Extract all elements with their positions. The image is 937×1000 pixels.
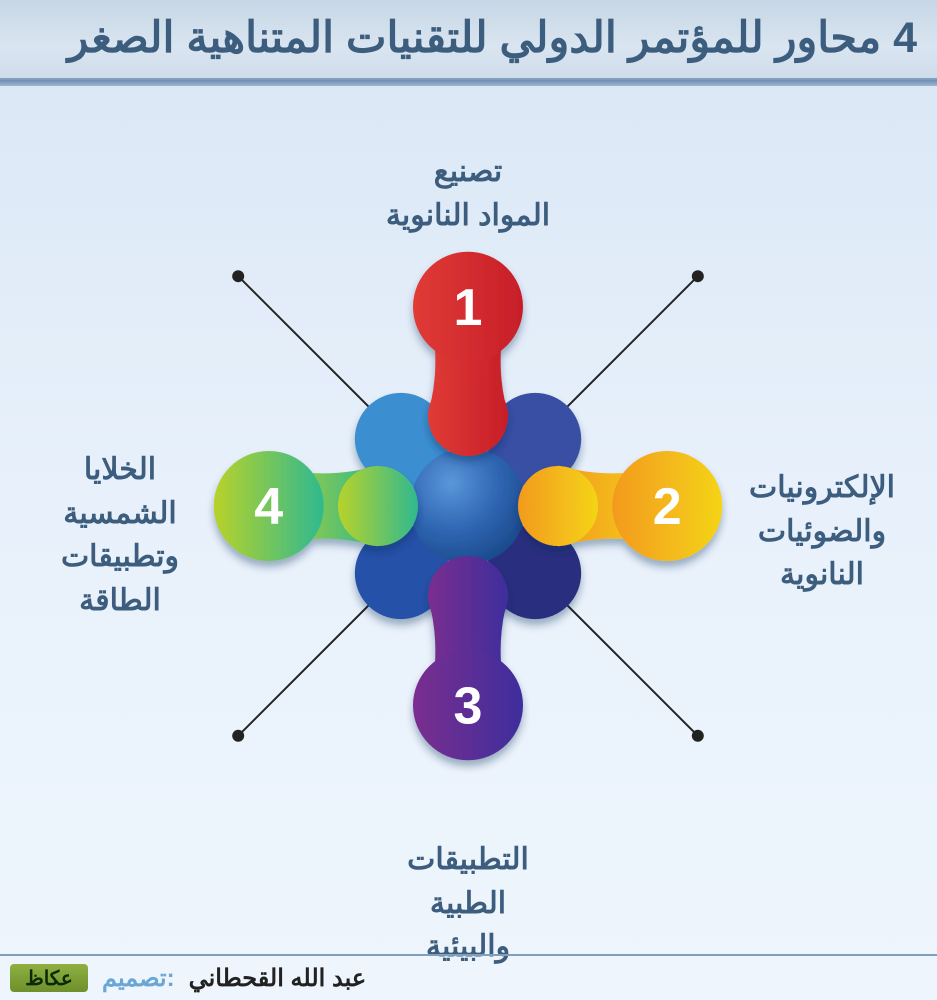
svg-text:4: 4 [254, 478, 283, 536]
footer: عكاظ تصميم: عبد الله القحطاني [0, 954, 937, 1000]
label-item-1: تصنيعالمواد النانوية [328, 150, 608, 237]
label-item-3: التطبيقاتالطبيةوالبيئية [348, 838, 588, 969]
credit-label: تصميم: [102, 964, 175, 993]
diagram-canvas: 1 2 3 4 تصنيعالمواد النانوية الإلكترونياتوا… [0, 86, 937, 956]
svg-text:2: 2 [653, 478, 682, 536]
arm-3: 3 [413, 556, 523, 760]
arm-1: 1 [413, 252, 523, 456]
svg-text:3: 3 [454, 677, 483, 735]
label-item-2: الإلكترونياتوالضوئياتالنانوية [712, 466, 932, 597]
arm-4: 4 [214, 451, 418, 561]
label-item-4: الخلاياالشمسيةوتطبيقاتالطاقة [10, 448, 230, 622]
infographic-page: 4 محاور للمؤتمر الدولي للتقنيات المتناهي… [0, 0, 937, 1000]
publisher-logo: عكاظ [10, 964, 88, 992]
page-title: 4 محاور للمؤتمر الدولي للتقنيات المتناهي… [68, 8, 917, 68]
svg-text:1: 1 [454, 279, 483, 337]
credit-name: عبد الله القحطاني [189, 964, 367, 993]
arm-2: 2 [518, 451, 722, 561]
title-bar: 4 محاور للمؤتمر الدولي للتقنيات المتناهي… [0, 0, 937, 80]
